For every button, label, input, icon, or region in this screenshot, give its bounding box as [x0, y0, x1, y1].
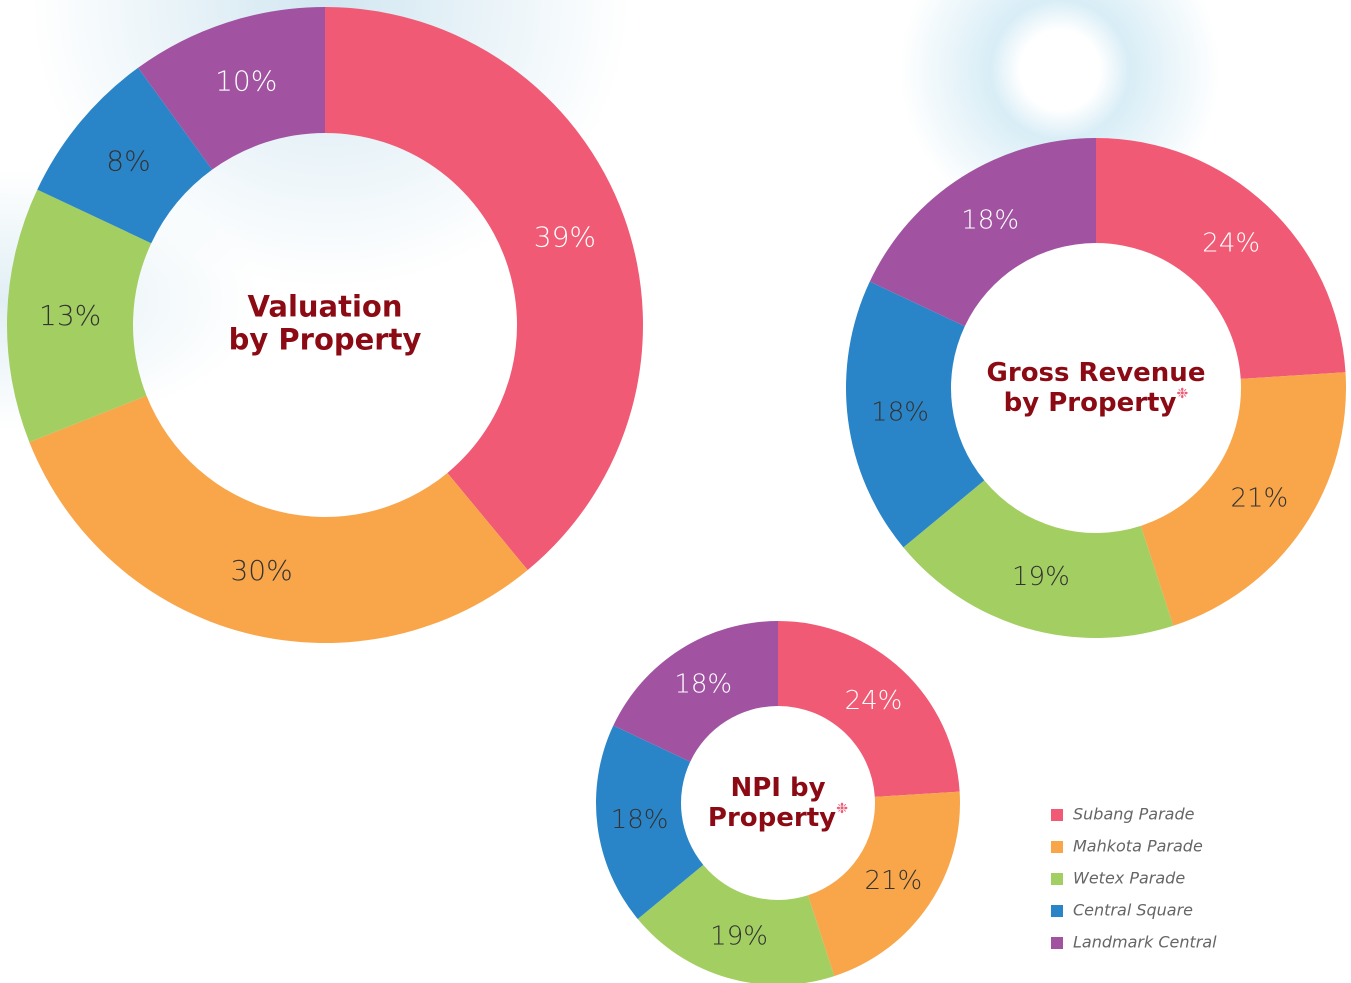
donut-slice [845, 281, 985, 548]
donut-slice [869, 138, 1096, 327]
donut-slice [637, 864, 835, 983]
value-label: 18% [961, 206, 1019, 236]
chart-title: Gross Revenue [987, 358, 1206, 388]
donut-slice [29, 395, 528, 643]
donut-slice [596, 725, 704, 920]
donut-slice [1096, 138, 1346, 379]
title-mark: ❉ [836, 801, 848, 817]
donut-slice [903, 480, 1174, 639]
legend-swatch [1051, 809, 1063, 821]
donut-slice [7, 189, 152, 443]
value-label: 8% [106, 144, 150, 177]
value-label: 21% [1230, 484, 1288, 514]
value-label: 24% [1202, 229, 1260, 259]
donut-slice [325, 7, 643, 571]
value-label: 18% [611, 805, 669, 835]
value-label: 10% [215, 64, 277, 97]
chart-title-line: Gross Revenue [987, 358, 1206, 388]
legend-label: Landmark Central [1073, 933, 1217, 952]
chart-title-line: NPI by [730, 773, 825, 803]
legend-label: Subang Parade [1073, 805, 1195, 824]
donut-slice [778, 621, 960, 797]
value-label: 19% [1012, 562, 1070, 592]
value-label: 18% [871, 397, 929, 427]
chart-title-line: by Property [229, 323, 422, 357]
value-label: 39% [534, 221, 596, 254]
value-label: 19% [710, 921, 768, 951]
title-mark: ❉ [1176, 386, 1188, 402]
value-label: 13% [39, 299, 101, 332]
legend-swatch [1051, 841, 1063, 853]
legend-label: Central Square [1073, 901, 1193, 920]
legend-label: Mahkota Parade [1073, 837, 1203, 856]
donut-slice [1140, 372, 1346, 626]
chart-title-line: Valuation [248, 289, 403, 323]
value-label: 24% [845, 686, 903, 716]
donut-slice [37, 67, 213, 244]
chart-title-line: Property [708, 802, 836, 832]
donut-slice [613, 621, 778, 762]
chart-title: NPI by [730, 773, 825, 803]
value-label: 21% [864, 866, 922, 896]
value-label: 18% [674, 670, 732, 700]
legend-swatch [1051, 873, 1063, 885]
chart-title: by Property [229, 323, 422, 357]
chart-title: by Property❉ [1004, 386, 1189, 418]
legend-label: Wetex Parade [1073, 869, 1185, 888]
chart-title-line: by Property [1004, 387, 1177, 417]
donut-slice [138, 7, 325, 170]
legend-swatch [1051, 905, 1063, 917]
chart-title: Property❉ [708, 801, 848, 833]
value-label: 30% [230, 554, 292, 587]
donut-slice [807, 791, 961, 977]
chart-title: Valuation [248, 289, 403, 323]
legend-swatch [1051, 937, 1063, 949]
